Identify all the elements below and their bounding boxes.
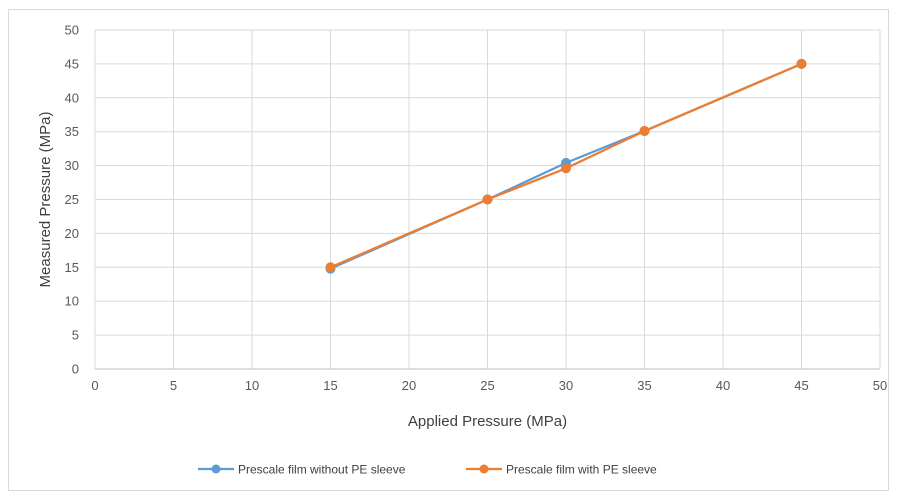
axes: 0 5 10 15 20 25 30 35 40 45 50 0 5 10 15 20 25 30 35 40 45 50 [65,23,888,394]
y-tick-label: 30 [65,158,79,173]
x-tick-label: 40 [716,378,730,393]
y-axis-title: Measured Pressure (MPa) [37,112,54,288]
grid [94,29,881,370]
y-tick-label: 10 [65,294,79,309]
x-tick-label: 25 [480,378,494,393]
x-tick-label: 5 [170,378,177,393]
legend-marker-2 [479,464,489,474]
data-point [639,126,650,137]
x-tick-label: 50 [873,378,887,393]
x-tick-label: 35 [637,378,651,393]
x-tick-label: 45 [794,378,808,393]
legend: Prescale film without PE sleeve Prescale … [198,463,657,477]
y-tick-label: 25 [65,192,79,207]
x-tick-label: 0 [91,378,98,393]
x-tick-label: 15 [323,378,337,393]
x-axis-title: Applied Pressure (MPa) [408,413,567,430]
y-tick-label: 20 [65,226,79,241]
y-tick-label: 15 [65,260,79,275]
legend-label-2: Prescale film with PE sleeve [506,463,657,477]
data-point [796,58,807,69]
y-tick-label: 40 [65,90,79,105]
y-tick-label: 50 [65,23,79,38]
y-tick-label: 5 [72,328,79,343]
y-tick-label: 35 [65,124,79,139]
x-tick-label: 10 [245,378,259,393]
legend-label-1: Prescale film without PE sleeve [238,463,406,477]
y-tick-label: 45 [65,56,79,71]
data-point [561,163,571,174]
x-tick-label: 30 [559,378,573,393]
legend-marker-1 [211,464,221,474]
data-point [482,194,493,205]
series [325,58,807,274]
data-point [325,262,336,273]
y-tick-label: 0 [72,362,79,377]
x-tick-label: 20 [402,378,416,393]
